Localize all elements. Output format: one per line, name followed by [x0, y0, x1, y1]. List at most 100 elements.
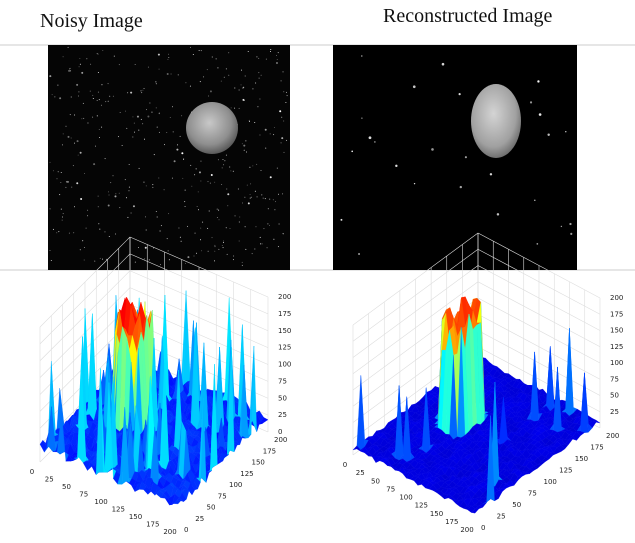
- star: [80, 64, 81, 65]
- star: [58, 231, 59, 232]
- star: [167, 238, 168, 239]
- star: [151, 112, 152, 113]
- star: [219, 219, 220, 220]
- star: [258, 58, 259, 59]
- x-tick-label: 125: [112, 506, 125, 514]
- star: [177, 144, 178, 145]
- star: [97, 115, 98, 116]
- star: [259, 78, 260, 79]
- star: [361, 55, 362, 56]
- z-tick-label: 75: [610, 375, 619, 383]
- star: [115, 234, 116, 235]
- star: [239, 89, 240, 90]
- star: [152, 187, 153, 188]
- y-tick-label: 25: [195, 515, 204, 523]
- y-tick-label: 50: [207, 504, 216, 512]
- star: [248, 202, 250, 204]
- star: [161, 225, 162, 226]
- star: [257, 106, 258, 107]
- star: [261, 194, 262, 195]
- star: [172, 106, 173, 107]
- star: [108, 83, 109, 84]
- star: [97, 100, 98, 101]
- star: [570, 233, 572, 235]
- star: [209, 211, 210, 212]
- star: [252, 253, 253, 254]
- star: [71, 187, 72, 188]
- x-tick-label: 100: [94, 498, 107, 506]
- star: [77, 140, 79, 142]
- star: [259, 135, 260, 136]
- star: [281, 117, 282, 118]
- star: [185, 263, 186, 264]
- star: [242, 203, 243, 204]
- z-tick-label: 100: [278, 361, 291, 369]
- star: [105, 101, 106, 102]
- star: [108, 101, 109, 102]
- star: [156, 211, 157, 212]
- star: [50, 250, 51, 251]
- star: [214, 260, 215, 261]
- star: [239, 108, 240, 109]
- star: [226, 155, 227, 156]
- x-tick-label: 150: [430, 510, 443, 518]
- x-tick-label: 50: [62, 483, 71, 491]
- star: [84, 260, 85, 261]
- star: [201, 250, 202, 251]
- surface-plot: 0255075100125150175200025507510012515017…: [30, 237, 292, 536]
- star: [537, 80, 539, 82]
- surface-cell: [581, 373, 589, 433]
- star: [185, 190, 186, 191]
- star: [221, 81, 222, 82]
- star: [109, 236, 110, 237]
- star: [270, 49, 271, 50]
- star: [358, 253, 360, 255]
- star: [243, 87, 244, 88]
- star: [245, 76, 246, 77]
- star: [57, 85, 58, 86]
- star: [459, 93, 461, 95]
- star: [395, 165, 397, 167]
- star: [145, 216, 146, 217]
- star: [228, 75, 229, 76]
- star: [255, 226, 256, 227]
- star: [80, 152, 82, 154]
- star: [109, 96, 110, 97]
- star: [76, 84, 78, 86]
- star: [270, 133, 271, 134]
- star: [80, 198, 82, 200]
- star: [98, 196, 99, 197]
- star: [167, 73, 169, 75]
- star: [181, 152, 183, 154]
- star: [53, 170, 54, 171]
- x-tick-label: 0: [343, 461, 347, 469]
- star: [113, 96, 114, 97]
- z-tick-label: 150: [278, 327, 291, 335]
- y-tick-label: 125: [240, 470, 253, 478]
- star: [74, 143, 75, 144]
- z-tick-label: 25: [610, 408, 619, 416]
- star: [278, 246, 279, 247]
- star: [276, 62, 278, 64]
- star: [460, 186, 462, 188]
- moon: [471, 84, 521, 158]
- panel-title: Reconstructed Image: [383, 5, 552, 27]
- star: [218, 159, 219, 160]
- star: [130, 92, 132, 94]
- z-tick-label: 50: [610, 392, 619, 400]
- star: [142, 123, 143, 124]
- star: [143, 182, 144, 183]
- star: [277, 59, 278, 60]
- star: [92, 117, 93, 118]
- star: [226, 189, 227, 190]
- star: [252, 165, 253, 166]
- star: [274, 127, 275, 128]
- star: [539, 113, 542, 116]
- x-tick-label: 50: [371, 477, 380, 485]
- star: [263, 198, 264, 199]
- z-tick-label: 100: [610, 359, 623, 367]
- star: [255, 191, 256, 192]
- star: [173, 131, 174, 132]
- star: [431, 148, 434, 151]
